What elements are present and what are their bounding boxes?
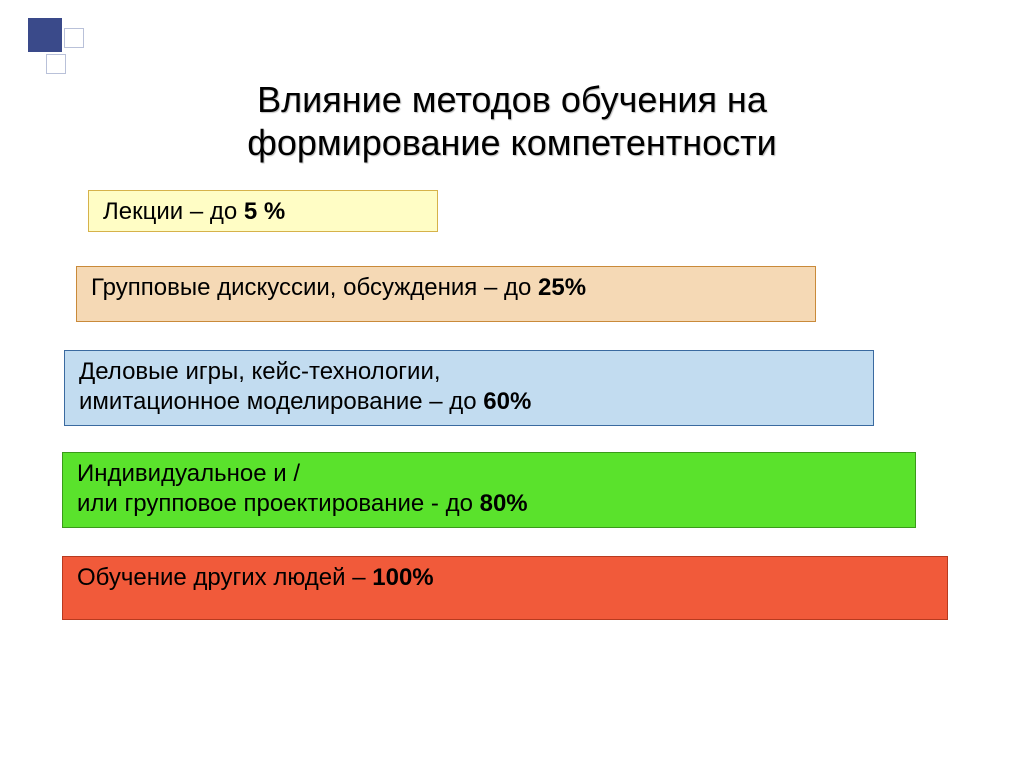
bar-text: Обучение других людей – 100% <box>77 563 434 593</box>
bar-text-bold: 80% <box>480 490 528 517</box>
bar-text-pre: Групповые дискуссии, обсуждения – до <box>91 274 538 301</box>
slide-title: Влияние методов обучения на формирование… <box>0 78 1024 164</box>
method-bar-2: Деловые игры, кейс-технологии, имитацион… <box>64 350 874 426</box>
method-bar-1: Групповые дискуссии, обсуждения – до 25% <box>76 266 816 322</box>
bar-text-bold: 100% <box>372 564 433 591</box>
bar-text: Лекции – до 5 % <box>103 197 285 227</box>
bar-text: Деловые игры, кейс-технологии, имитацион… <box>79 357 531 417</box>
bar-text-bold: 60% <box>483 388 531 415</box>
bar-text-pre: Индивидуальное и / или групповое проекти… <box>77 460 480 517</box>
bar-text-bold: 5 % <box>244 198 285 225</box>
slide: Влияние методов обучения на формирование… <box>0 0 1024 768</box>
bar-text-pre: Обучение других людей – <box>77 564 372 591</box>
bar-text-pre: Лекции – до <box>103 198 244 225</box>
deco-square-0 <box>28 18 62 52</box>
bar-text-pre: Деловые игры, кейс-технологии, имитацион… <box>79 358 483 415</box>
method-bar-4: Обучение других людей – 100% <box>62 556 948 620</box>
title-line-2: формирование компетентности <box>247 122 777 163</box>
deco-square-1 <box>64 28 84 48</box>
deco-square-2 <box>46 54 66 74</box>
bar-text: Групповые дискуссии, обсуждения – до 25% <box>91 273 586 303</box>
bar-text-bold: 25% <box>538 274 586 301</box>
title-line-1: Влияние методов обучения на <box>257 79 767 120</box>
method-bar-3: Индивидуальное и / или групповое проекти… <box>62 452 916 528</box>
bar-text: Индивидуальное и / или групповое проекти… <box>77 459 528 519</box>
method-bar-0: Лекции – до 5 % <box>88 190 438 232</box>
